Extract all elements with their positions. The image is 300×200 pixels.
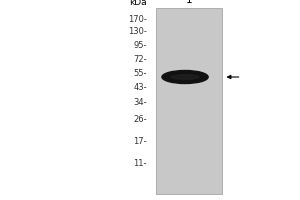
Ellipse shape: [162, 71, 208, 84]
Text: kDa: kDa: [129, 0, 147, 7]
Text: 17-: 17-: [134, 136, 147, 146]
Text: 26-: 26-: [134, 116, 147, 124]
Text: 43-: 43-: [134, 83, 147, 92]
Bar: [156, 8, 222, 194]
Text: 11-: 11-: [134, 158, 147, 168]
Text: 55-: 55-: [134, 68, 147, 77]
Ellipse shape: [171, 75, 199, 79]
Text: 130-: 130-: [128, 26, 147, 36]
Text: 170-: 170-: [128, 15, 147, 23]
Text: 95-: 95-: [134, 40, 147, 49]
Text: 1: 1: [186, 0, 192, 5]
Text: 72-: 72-: [134, 54, 147, 64]
Text: 34-: 34-: [134, 98, 147, 107]
